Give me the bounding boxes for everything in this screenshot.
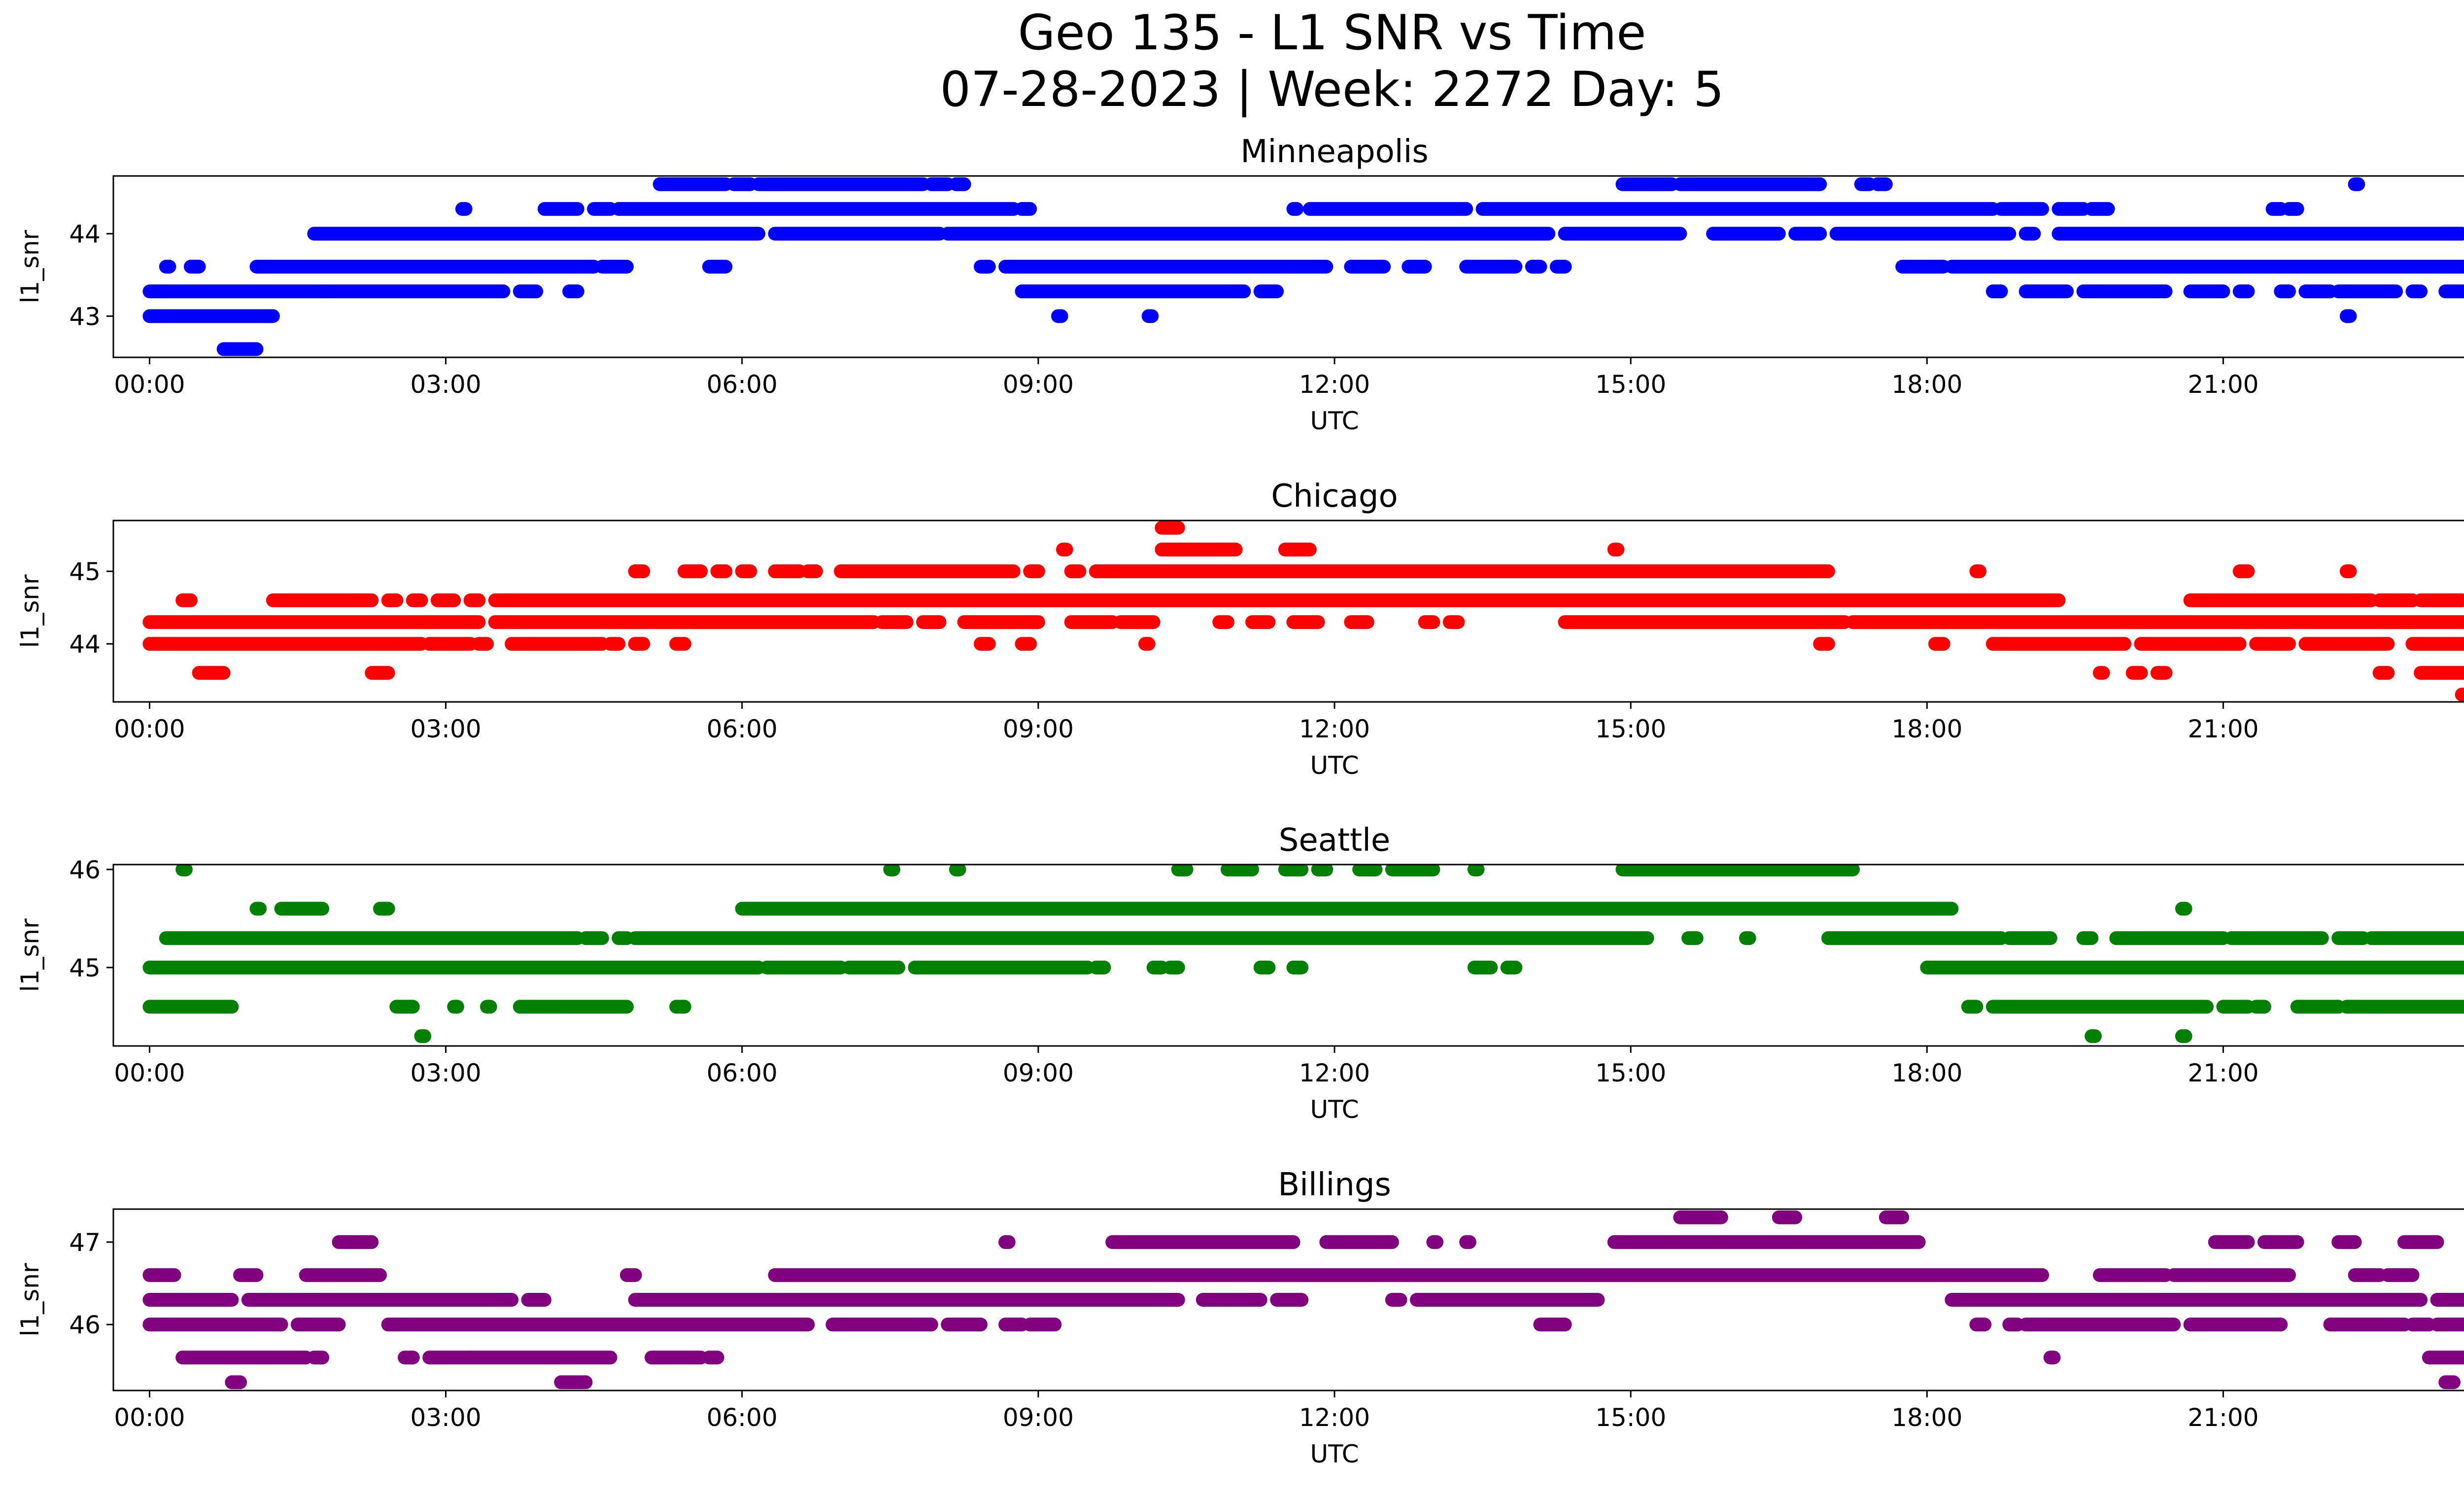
x-tick-label: 12:00: [1299, 370, 1370, 399]
x-tick-label: 09:00: [1003, 1403, 1074, 1432]
axes-frame: [112, 864, 2464, 1047]
y-axis-label: l1_snr: [16, 574, 44, 648]
figure-title-line-1: Geo 135 - L1 SNR vs Time: [1018, 5, 1646, 61]
x-tick-label: 06:00: [707, 370, 778, 399]
chart-panel-seattle: Seattle 00:00 03:00 06:00 09:00 12:00 15:00 18:…: [16, 822, 2464, 1124]
x-tick-label: 03:00: [411, 715, 481, 743]
x-tick-label: 06:00: [707, 715, 778, 743]
chart-panel-billings: Billings 00:00 03:00 06:00 09:00 12:00 15:00 18…: [16, 1167, 2464, 1468]
x-tick-label: 06:00: [707, 1403, 778, 1432]
x-tick-label: 18:00: [1891, 1403, 1962, 1432]
y-tick-label: 45: [69, 954, 101, 982]
x-tick-label: 12:00: [1299, 1059, 1370, 1087]
y-axis-label: l1_snr: [16, 918, 44, 992]
x-tick-label: 12:00: [1299, 715, 1370, 743]
chart-panel-minneapolis: Minneapolis 00:00 03:00 06:00 09:00 12:00 15:0…: [16, 134, 2464, 435]
x-axis-label: UTC: [1310, 1440, 1359, 1468]
x-tick-label: 06:00: [707, 1059, 778, 1087]
y-tick-label: 46: [69, 856, 101, 884]
x-tick-label: 21:00: [2188, 1059, 2259, 1087]
panel-title: Chicago: [1271, 478, 1398, 515]
x-tick-label: 00:00: [114, 370, 185, 399]
y-tick-label: 47: [69, 1228, 101, 1257]
y-axis-label: l1_snr: [16, 230, 44, 303]
x-tick-label: 15:00: [1595, 1403, 1666, 1432]
x-axis-label: UTC: [1310, 751, 1359, 780]
y-axis-label: l1_snr: [16, 1263, 44, 1336]
panel-title: Minneapolis: [1240, 134, 1428, 170]
x-tick-label: 18:00: [1891, 370, 1962, 399]
x-tick-label: 03:00: [411, 370, 481, 399]
x-tick-label: 00:00: [114, 1059, 185, 1087]
x-tick-label: 21:00: [2188, 1403, 2259, 1432]
panel-title: Seattle: [1279, 822, 1391, 859]
x-axis-label: UTC: [1310, 407, 1359, 435]
x-axis-label: UTC: [1310, 1095, 1359, 1124]
series-points: [142, 1210, 2464, 1390]
x-tick-label: 12:00: [1299, 1403, 1370, 1432]
y-tick-label: 45: [69, 557, 101, 586]
x-tick-label: 00:00: [114, 715, 185, 743]
chart-panel-chicago: Chicago 00:00 03:00 06:00 09:00 12:00 15:00 18:…: [16, 478, 2464, 780]
y-tick-label: 43: [69, 302, 101, 331]
series-points: [142, 865, 2464, 1043]
figure-title-line-2: 07-28-2023 | Week: 2272 Day: 5: [940, 62, 1724, 118]
x-tick-label: 00:00: [114, 1403, 185, 1432]
x-tick-label: 21:00: [2188, 715, 2259, 743]
x-tick-label: 15:00: [1595, 1059, 1666, 1087]
y-tick-label: 44: [69, 220, 101, 248]
y-tick-label: 46: [69, 1311, 101, 1339]
x-tick-label: 18:00: [1891, 715, 1962, 743]
series-points: [142, 521, 2464, 702]
panel-title: Billings: [1278, 1167, 1391, 1203]
x-tick-label: 21:00: [2188, 370, 2259, 399]
series-points: [142, 177, 2464, 356]
x-tick-label: 09:00: [1003, 1059, 1074, 1087]
x-tick-label: 09:00: [1003, 715, 1074, 743]
x-tick-label: 15:00: [1595, 370, 1666, 399]
x-tick-label: 18:00: [1891, 1059, 1962, 1087]
x-tick-label: 15:00: [1595, 715, 1666, 743]
y-tick-label: 44: [69, 630, 101, 659]
x-tick-label: 03:00: [411, 1403, 481, 1432]
x-tick-label: 03:00: [411, 1059, 481, 1087]
x-tick-label: 09:00: [1003, 370, 1074, 399]
